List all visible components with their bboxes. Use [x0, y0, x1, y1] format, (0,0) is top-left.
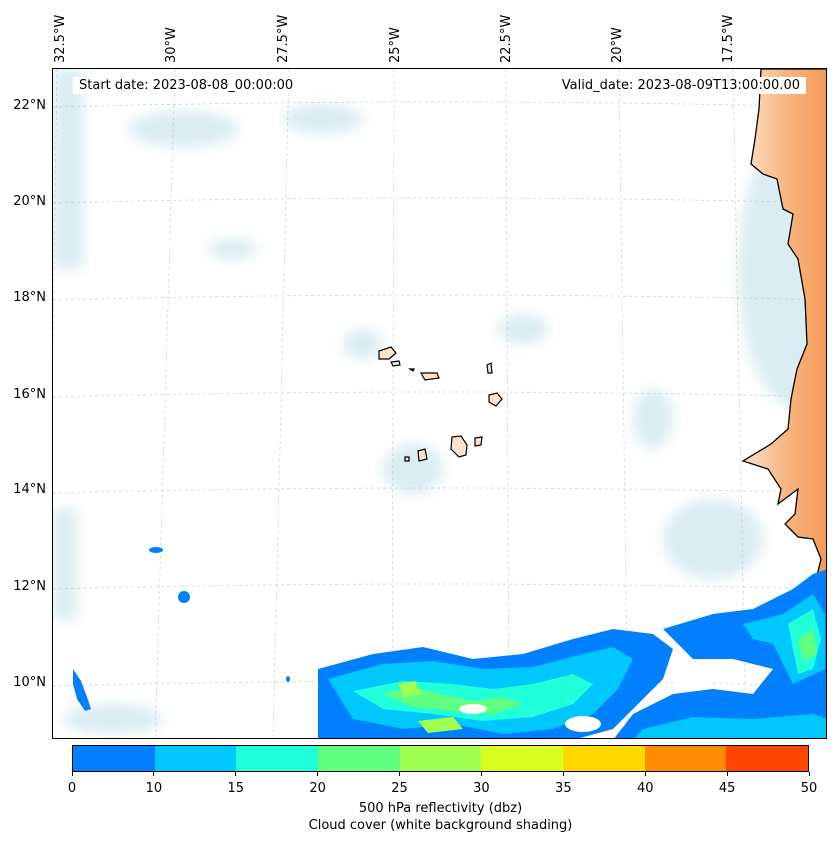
colorbar-label-reflectivity: 500 hPa reflectivity (dbz)	[358, 801, 523, 816]
cloud-patch-6	[498, 314, 548, 344]
colorbar-segment-2	[236, 746, 319, 771]
refl-cell-3	[73, 669, 91, 711]
lon-label-22-5w: 22.5°W	[499, 14, 514, 63]
colorbar-tick-15: 15	[227, 781, 245, 796]
colorbar-tick-25: 25	[391, 781, 408, 796]
colorbar-segment-5	[481, 746, 564, 771]
lat-label-18n: 18°N	[13, 290, 46, 305]
island-boa-vista	[488, 392, 503, 407]
refl-band-east-0	[614, 569, 826, 738]
lon-label-27-5w: 27.5°W	[276, 14, 291, 63]
island-santa-luzia	[408, 368, 415, 372]
refl-cell-2	[178, 591, 190, 603]
refl-gap-2	[671, 671, 715, 687]
colorbar-tickmark-0	[71, 772, 73, 776]
lon-label-32-5w: 32.5°W	[53, 14, 68, 63]
reflectivity-layer	[73, 547, 826, 738]
cloud-patch-1	[128, 111, 238, 147]
island-santiago	[450, 435, 468, 458]
africa-land	[741, 69, 826, 594]
cloud-cover-layer	[53, 69, 826, 734]
island-santo-antao	[378, 346, 397, 360]
colorbar-tickmark-40	[644, 772, 646, 776]
colorbar-segment-4	[399, 746, 482, 771]
colorbar-tickmark-25	[399, 772, 401, 776]
colorbar-segment-0	[73, 746, 155, 771]
refl-cell-1	[149, 547, 163, 553]
colorbar-tickmark-35	[562, 772, 564, 776]
island-brava	[404, 456, 410, 462]
cloud-band-west-north	[53, 69, 83, 269]
map-area: Start date: 2023-08-08_00:00:00 Valid_da…	[52, 68, 827, 739]
cloud-band-west-south	[53, 509, 77, 619]
colorbar-tick-35: 35	[555, 781, 572, 796]
refl-gap-3	[459, 704, 487, 714]
cloud-patch-4	[383, 444, 443, 494]
lat-label-12n: 12°N	[13, 579, 46, 594]
cloud-patch-5	[663, 499, 763, 579]
colorbar-segment-7	[644, 746, 727, 771]
refl-band-south-10	[634, 714, 826, 738]
refl-band-east-20	[798, 629, 817, 661]
island-sao-vicente	[390, 360, 401, 367]
africa-coast	[741, 69, 826, 594]
cloud-patch-9	[63, 704, 163, 734]
cloud-patch-7	[208, 239, 258, 259]
colorbar-tick-50: 50	[800, 781, 818, 796]
colorbar-tick-45: 45	[718, 781, 736, 796]
colorbar-tick-20: 20	[309, 781, 326, 796]
colorbar-tickmark-30	[480, 772, 482, 776]
colorbar-tickmark-15	[235, 772, 237, 776]
refl-cell-4	[286, 676, 290, 682]
colorbar-tickmark-20	[317, 772, 319, 776]
island-fogo	[417, 448, 428, 462]
lat-label-10n: 10°N	[13, 675, 46, 690]
lat-label-20n: 20°N	[13, 194, 46, 209]
colorbar-tick-0: 0	[67, 781, 77, 796]
colorbar-segment-3	[318, 746, 400, 771]
lon-label-30w: 30°W	[164, 27, 179, 63]
lat-label-14n: 14°N	[13, 482, 46, 497]
valid-date-label: Valid_date: 2023-08-09T13:00:00.00	[555, 77, 806, 94]
island-sao-nicolau	[419, 372, 440, 381]
colorbar-tickmark-10	[153, 772, 155, 776]
lon-label-17-5w: 17.5°W	[721, 14, 736, 63]
cape-verde-islands	[378, 346, 503, 462]
colorbar-tickmark-45	[726, 772, 728, 776]
island-sal	[486, 362, 493, 374]
colorbar-segment-1	[154, 746, 237, 771]
map-canvas	[53, 69, 826, 738]
colorbar-segment-6	[563, 746, 645, 771]
colorbar-label-cloud: Cloud cover (white background shading)	[308, 818, 573, 833]
colorbar-tickmark-50	[808, 772, 810, 776]
colorbar-tick-30: 30	[473, 781, 490, 796]
lat-label-16n: 16°N	[13, 387, 46, 402]
colorbar-tick-10: 10	[145, 781, 163, 796]
cloud-patch-2	[283, 104, 363, 134]
start-date-label: Start date: 2023-08-08_00:00:00	[73, 77, 300, 94]
lat-label-22n: 22°N	[13, 98, 46, 113]
refl-core-25-b	[418, 717, 463, 733]
cloud-patch-3	[343, 329, 383, 359]
cloud-patch-8	[633, 389, 673, 449]
island-maio	[474, 436, 483, 447]
reflectivity-colorbar	[72, 745, 809, 772]
lon-label-25w: 25°W	[388, 27, 403, 63]
lon-label-20w: 20°W	[610, 27, 625, 63]
refl-core-25-a	[398, 681, 421, 697]
colorbar-segment-8	[726, 746, 809, 771]
colorbar-tick-40: 40	[636, 781, 654, 796]
refl-gap-1	[565, 716, 601, 732]
